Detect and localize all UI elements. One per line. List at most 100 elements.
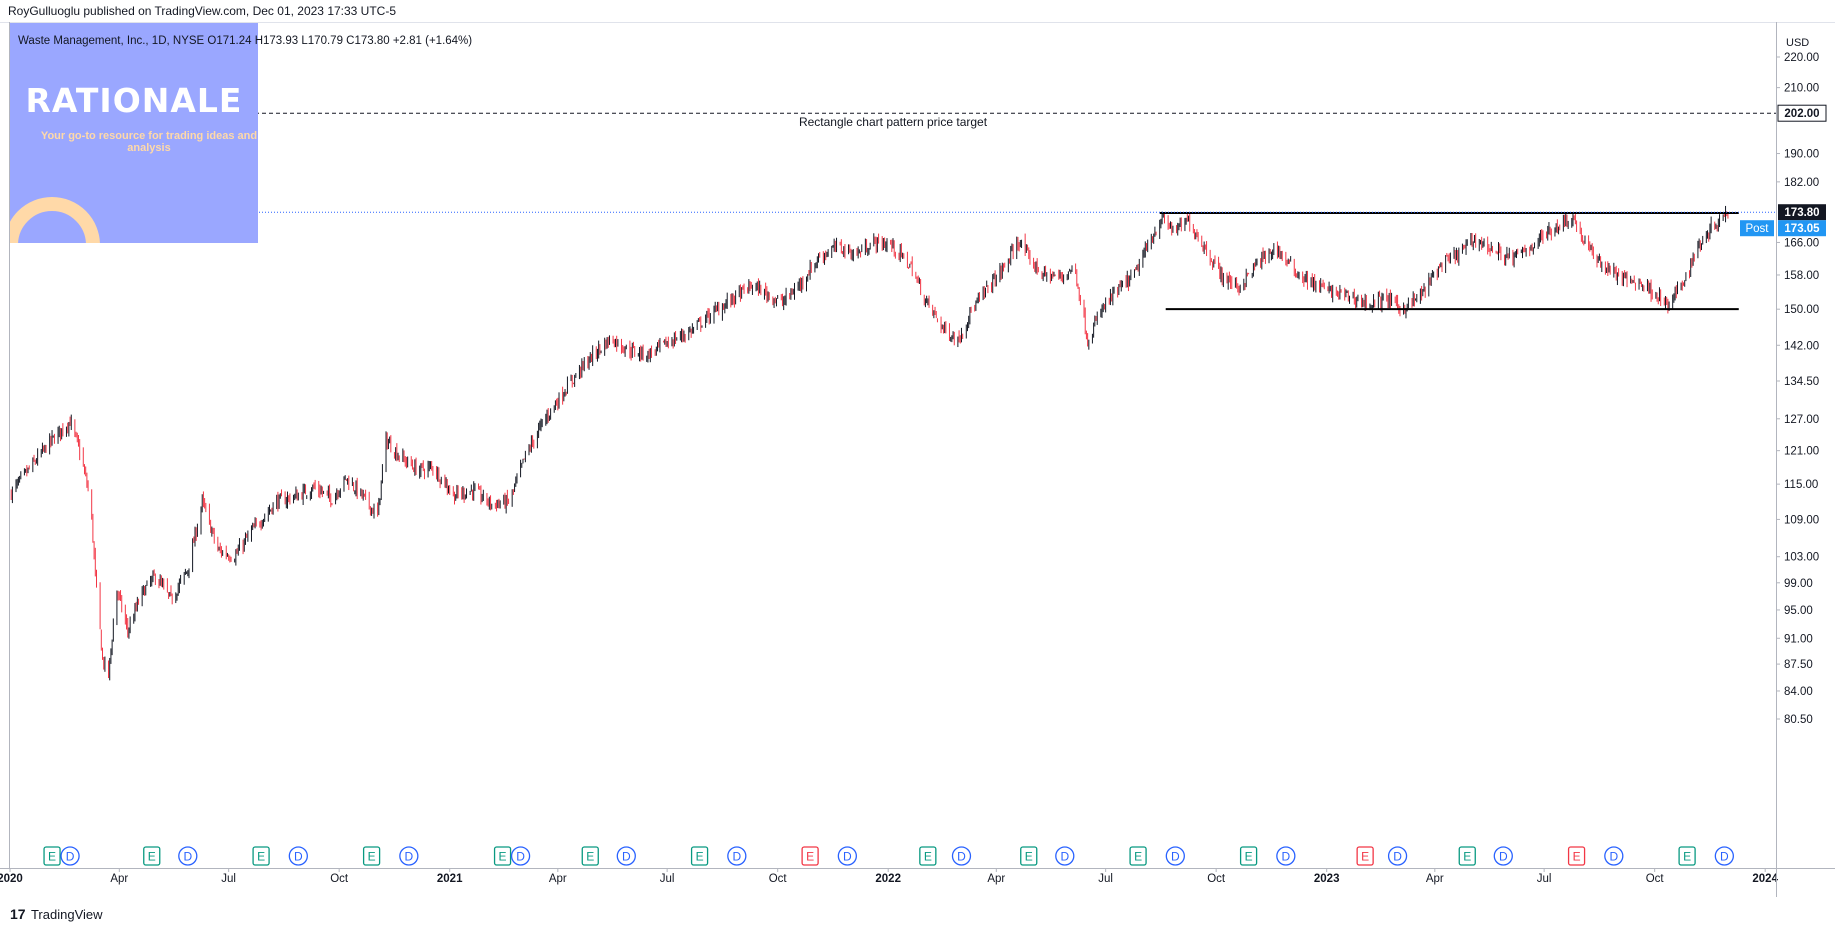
y-tick-label: 103.00 (1784, 552, 1819, 564)
y-tick-label: 84.00 (1784, 686, 1813, 698)
published-line: RoyGulluoglu published on TradingView.co… (8, 4, 397, 18)
dividend-marker-label: D (1609, 850, 1618, 864)
last-price-badge-bg (1778, 204, 1826, 221)
axis-corner (1776, 868, 1835, 897)
earnings-marker-label: E (257, 850, 265, 864)
earnings-marker-label: E (1361, 850, 1369, 864)
dividend-marker (1055, 846, 1075, 866)
dividend-marker-label: D (66, 850, 75, 864)
x-tick-label: Jul (1098, 873, 1113, 885)
symbol-legend[interactable]: Waste Management, Inc., 1D, NYSE O171.24… (18, 35, 473, 47)
x-tick-label: 2024 (1752, 873, 1778, 885)
earnings-marker-label: E (1463, 850, 1471, 864)
dividend-marker (616, 846, 636, 866)
x-tick-label: Oct (1646, 873, 1665, 885)
y-tick-label: 150.00 (1784, 304, 1819, 316)
dividend-marker-label: D (1393, 850, 1402, 864)
x-tick-label: Jul (1537, 873, 1552, 885)
x-tick-label: 2022 (875, 873, 901, 885)
dividend-marker-label: D (183, 850, 192, 864)
x-tick-label: Jul (221, 873, 236, 885)
earnings-marker (43, 846, 61, 866)
dividend-marker (1165, 846, 1185, 866)
dividend-marker (288, 846, 308, 866)
post-label-bg (1740, 220, 1774, 237)
dividend-marker-label: D (957, 850, 966, 864)
earnings-marker-label: E (148, 850, 156, 864)
x-axis-ticks-group: 2020 Apr Jul Oct 2021 Apr Jul Oct 2022 Apr Jul Oct 2… (0, 868, 1779, 885)
dividend-marker-label: D (843, 850, 852, 864)
y-axis-ticks-group: 220.00 210.00 190.00 182.00 166.00 158.00 150.… (1776, 52, 1819, 726)
watermark-tagline: Your go-to resource for trading ideas an… (40, 130, 258, 154)
earnings-marker (1356, 846, 1374, 866)
tradingview-logo-icon: 17 (10, 906, 26, 922)
earnings-marker-label: E (368, 850, 376, 864)
y-tick-label: 91.00 (1784, 633, 1813, 645)
dividend-marker (837, 846, 857, 866)
earnings-marker (143, 846, 161, 866)
target-price-badge: 202.00 (1784, 108, 1819, 120)
dividend-marker-label: D (1060, 850, 1069, 864)
x-tick-label: Oct (1207, 873, 1226, 885)
x-tick-label: Oct (330, 873, 349, 885)
earnings-marker-label: E (696, 850, 704, 864)
earnings-marker (581, 846, 599, 866)
x-tick-label: 2021 (437, 873, 463, 885)
x-tick-label: 2020 (0, 873, 23, 885)
earnings-marker-label: E (924, 850, 932, 864)
dividend-marker-label: D (1282, 850, 1291, 864)
last-price-badge: 173.80 (1784, 207, 1819, 219)
rectangle-pattern-group (10, 211, 1776, 311)
earnings-marker (919, 846, 937, 866)
post-label: Post (1745, 223, 1769, 235)
y-tick-label: 190.00 (1784, 149, 1819, 161)
x-tick-label: Oct (769, 873, 788, 885)
x-tick-label: Apr (1426, 873, 1444, 885)
earnings-marker (690, 846, 709, 866)
y-tick-label: 121.00 (1784, 446, 1819, 458)
x-tick-label: 2023 (1314, 873, 1340, 885)
target-price-badge-bg (1778, 105, 1826, 122)
y-tick-label: 142.00 (1784, 340, 1819, 352)
dividend-marker (60, 846, 80, 866)
earnings-marker-label: E (1025, 850, 1033, 864)
earnings-marker-label: E (1134, 850, 1142, 864)
time-axis[interactable] (0, 868, 1776, 897)
dividend-marker (1714, 846, 1734, 866)
y-tick-label: 220.00 (1784, 52, 1819, 64)
earnings-marker (252, 846, 270, 866)
watermark-title: RATIONALE (25, 81, 243, 120)
earnings-marker (493, 846, 512, 866)
target-price-badge-border (1777, 104, 1827, 122)
dividend-marker (1387, 846, 1408, 866)
dividend-marker-label: D (405, 850, 414, 864)
dividend-marker (1604, 846, 1624, 866)
dividend-marker (510, 846, 531, 866)
dividend-marker-label: D (294, 850, 303, 864)
dividend-marker-label: D (732, 850, 741, 864)
footer-brand: TradingView (30, 907, 103, 922)
price-badges-group: 202.00 173.80 173.05 Post (1740, 104, 1827, 237)
y-tick-label: 87.50 (1784, 659, 1813, 671)
y-tick-label: 95.00 (1784, 605, 1813, 617)
dividend-marker (399, 846, 419, 866)
x-tick-label: Apr (549, 873, 567, 885)
y-tick-label: 166.00 (1784, 237, 1819, 249)
dividend-marker-label: D (1171, 850, 1180, 864)
post-market-badge: 173.05 (1784, 223, 1820, 235)
earnings-marker-label: E (48, 850, 56, 864)
earnings-marker (1458, 846, 1476, 866)
x-tick-label: Jul (660, 873, 675, 885)
earnings-marker-label: E (1245, 850, 1253, 864)
earnings-marker-label: E (806, 850, 814, 864)
currency-label[interactable]: USD (1786, 37, 1810, 49)
price-axis[interactable] (1776, 22, 1835, 868)
dividend-marker-label: D (1720, 850, 1729, 864)
y-tick-label: 134.50 (1784, 376, 1819, 388)
dividend-marker (1276, 846, 1296, 866)
y-tick-label: 115.00 (1784, 479, 1818, 491)
dividend-marker-label: D (516, 850, 525, 864)
rationale-watermark: RATIONALE Your go-to resource for tradin… (10, 23, 258, 243)
